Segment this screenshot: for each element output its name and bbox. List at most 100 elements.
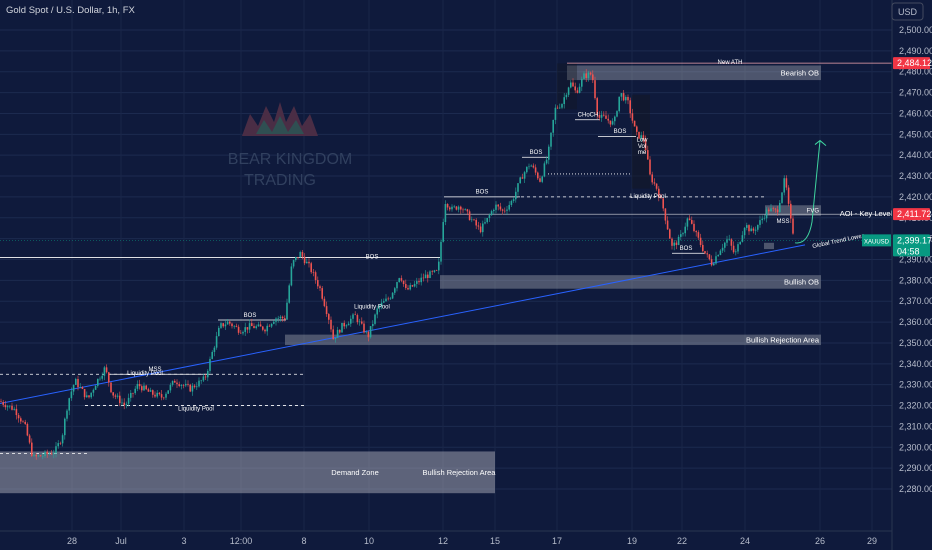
candle-body	[435, 270, 438, 271]
candle-body	[495, 204, 497, 210]
countdown-timer: 04:58	[897, 246, 920, 256]
candle-body	[405, 284, 407, 288]
price-tag-value: 2,399.17	[897, 235, 932, 245]
candle-body	[301, 252, 304, 257]
y-tick-label: 2,460.00	[899, 108, 932, 118]
candle-body	[297, 257, 299, 258]
y-tick-label: 2,380.00	[899, 275, 932, 285]
candle-body	[4, 404, 7, 408]
candle-body	[781, 192, 783, 203]
candle-body	[594, 80, 596, 99]
x-tick-label: 24	[740, 536, 750, 546]
candle-body	[378, 305, 381, 309]
candle-body	[750, 228, 752, 232]
candle-body	[732, 245, 735, 253]
candle-body	[402, 280, 405, 285]
candle-body	[574, 86, 576, 91]
candle-body	[262, 326, 264, 330]
candle-body	[730, 239, 733, 246]
candle-body	[88, 395, 90, 398]
candle-body	[699, 237, 702, 245]
candle-body	[266, 325, 268, 332]
candle-body	[264, 329, 266, 332]
candle-body	[431, 271, 433, 272]
candle-body	[350, 318, 352, 324]
candle-body	[310, 263, 312, 273]
candle-body	[768, 209, 770, 212]
candle-body	[446, 204, 449, 208]
candle-body	[336, 329, 339, 338]
candle-body	[50, 453, 53, 455]
candle-body	[442, 222, 444, 242]
chart-title: Gold Spot / U.S. Dollar, 1h, FX	[6, 5, 135, 16]
global-trendline	[0, 244, 806, 404]
annotation-label: BOS	[244, 313, 257, 319]
annotation-label: New ATH	[718, 60, 743, 66]
candle-body	[277, 318, 279, 319]
candle-body	[726, 239, 728, 243]
candle-body	[136, 383, 139, 389]
candle-body	[292, 260, 295, 267]
y-tick-label: 2,470.00	[899, 88, 932, 98]
y-tick-label: 2,350.00	[899, 338, 932, 348]
candle-body	[248, 323, 251, 330]
candle-body	[735, 251, 737, 253]
currency-button[interactable]: USD	[891, 2, 924, 21]
candle-body	[231, 323, 233, 327]
y-tick-label: 2,330.00	[899, 380, 932, 390]
candle-body	[413, 283, 416, 287]
candle-body	[200, 380, 202, 382]
candle-body	[457, 206, 460, 210]
candle-body	[244, 327, 246, 332]
candle-body	[647, 150, 649, 160]
candle-body	[363, 323, 365, 333]
candle-body	[754, 229, 757, 231]
candle-body	[620, 93, 623, 97]
candle-body	[303, 256, 306, 264]
candle-body	[22, 421, 24, 423]
candle-body	[631, 113, 634, 121]
candle-body	[215, 336, 218, 348]
candle-body	[224, 324, 227, 327]
candle-body	[721, 247, 724, 251]
candle-body	[187, 383, 189, 385]
candle-body	[75, 379, 77, 385]
candle-body	[389, 298, 392, 300]
candle-body	[453, 206, 455, 208]
symbol-tag-label: XAUUSD	[864, 239, 890, 245]
candle-body	[218, 327, 220, 337]
candle-body	[763, 218, 766, 219]
bear-logo-icon	[242, 102, 318, 136]
candle-body	[482, 223, 484, 233]
candle-body	[545, 159, 548, 164]
candle-body	[94, 385, 97, 390]
candle-body	[156, 392, 158, 397]
candle-body	[86, 395, 88, 398]
candle-body	[26, 423, 29, 436]
candle-body	[737, 244, 739, 252]
candle-body	[440, 241, 442, 262]
candle-body	[563, 97, 565, 105]
y-tick-label: 2,440.00	[899, 150, 932, 160]
candle-body	[174, 380, 176, 383]
time-axis[interactable]: 28 Jul 3 12:00 8 10 12 15 17 19 22 24 26 29	[0, 530, 892, 546]
candle-body	[506, 209, 508, 211]
y-tick-label: 2,360.00	[899, 317, 932, 327]
zone-label: Bullish OB	[784, 278, 819, 287]
candle-body	[466, 209, 469, 212]
zone-label: Bullish Rejection Area	[423, 468, 497, 477]
candle-body	[664, 208, 667, 221]
zone-box	[567, 65, 821, 81]
candle-body	[743, 227, 746, 236]
candle-body	[178, 384, 180, 386]
candle-body	[660, 197, 662, 199]
candle-body	[288, 285, 290, 303]
annotation-label: MSS	[148, 367, 161, 373]
y-tick-label: 2,490.00	[899, 46, 932, 56]
candle-body	[550, 132, 552, 147]
candle-body	[398, 278, 400, 283]
candle-body	[521, 177, 524, 179]
candle-body	[739, 241, 741, 245]
